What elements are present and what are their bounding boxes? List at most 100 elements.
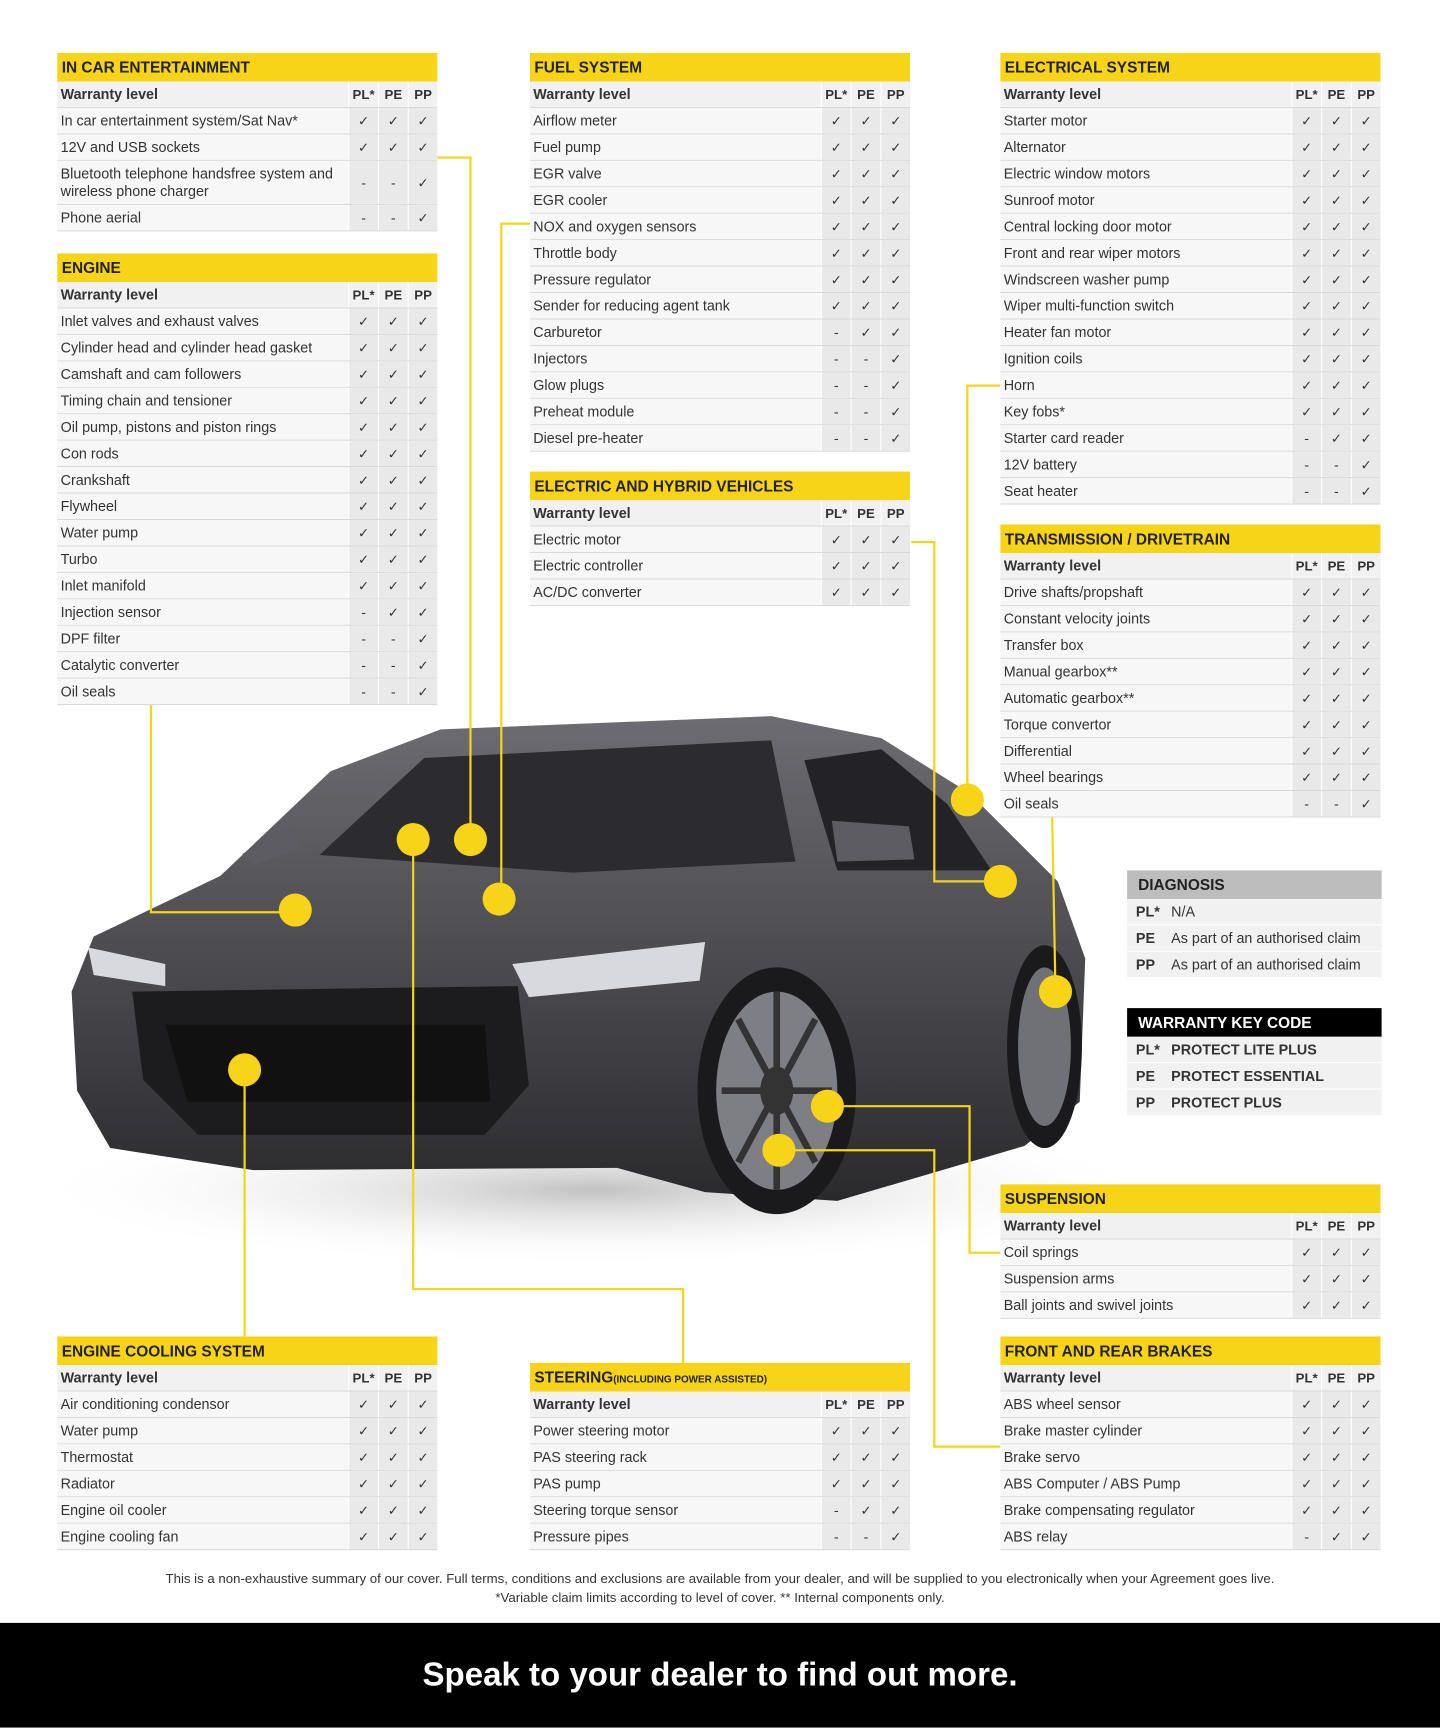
cover-cell: ✓ — [379, 546, 408, 572]
table-row: Timing chain and tensioner ✓ ✓ ✓ — [57, 387, 438, 415]
component-label: Power steering motor — [529, 1417, 821, 1444]
cover-cell: ✓ — [851, 107, 881, 134]
cover-cell: ✓ — [881, 526, 911, 552]
component-label: Sunroof motor — [1000, 187, 1292, 213]
section-title-bar: TRANSMISSION / DRIVETRAIN — [1000, 524, 1381, 554]
table-row: Front and rear wiper motors ✓ ✓ ✓ — [1000, 240, 1381, 267]
box-row: PL* N/A — [1127, 899, 1382, 926]
cover-cell: ✓ — [379, 387, 408, 414]
cover-cell: ✓ — [1322, 764, 1351, 790]
footnote: This is a non-exhaustive summary of our … — [0, 1570, 1440, 1607]
component-label: Electric controller — [529, 553, 821, 579]
component-label: AC/DC converter — [529, 579, 821, 605]
coverage-table: STEERING(INCLUDING POWER ASSISTED) Warran… — [529, 1362, 911, 1551]
section-title-bar: SUSPENSION — [1000, 1184, 1381, 1214]
table-row: Electric motor ✓ ✓ ✓ — [529, 526, 911, 554]
cover-cell: - — [851, 398, 881, 425]
header-row: Warranty level PL* PE PP — [1000, 1213, 1381, 1240]
cover-cell: ✓ — [821, 553, 851, 579]
header-label: Warranty level — [1000, 1365, 1292, 1391]
cover-cell: ✓ — [408, 204, 438, 231]
section-title-bar: IN CAR ENTERTAINMENT — [57, 52, 438, 82]
coverage-table: FRONT AND REAR BRAKES Warranty level PL* PE… — [1000, 1336, 1381, 1551]
table-row: Injectors - - ✓ — [529, 345, 911, 373]
table-row: Oil pump, pistons and piston rings ✓ ✓ ✓ — [57, 414, 438, 441]
cover-cell: ✓ — [881, 1523, 911, 1550]
cover-cell: ✓ — [1322, 632, 1351, 658]
cover-cell: ✓ — [349, 467, 378, 493]
component-label: 12V and USB sockets — [57, 134, 349, 160]
header-label: Warranty level — [1000, 1213, 1292, 1239]
table-row: ABS Computer / ABS Pump ✓ ✓ ✓ — [1000, 1470, 1381, 1498]
cover-cell: ✓ — [821, 293, 851, 319]
header-cell: PP — [881, 500, 911, 526]
header-cell: PE — [379, 282, 408, 308]
component-label: Central locking door motor — [1000, 213, 1292, 240]
cover-cell: ✓ — [1292, 658, 1322, 685]
description: PROTECT ESSENTIAL — [1171, 1067, 1324, 1085]
cover-cell: ✓ — [1292, 1239, 1322, 1265]
cover-cell: ✓ — [408, 1417, 438, 1444]
cover-cell: - — [1322, 791, 1351, 817]
cover-cell: ✓ — [1351, 658, 1381, 685]
component-label: EGR cooler — [529, 187, 821, 213]
cover-cell: ✓ — [408, 414, 438, 440]
cover-cell: - — [1292, 791, 1322, 817]
cover-cell: ✓ — [1322, 293, 1351, 319]
cover-cell: ✓ — [821, 213, 851, 240]
header-cell: PL* — [1292, 81, 1322, 107]
cover-cell: ✓ — [1322, 1470, 1351, 1497]
cover-cell: ✓ — [1351, 293, 1381, 319]
banner-text: Speak to your dealer to find out more. — [422, 1656, 1018, 1693]
table-row: Sunroof motor ✓ ✓ ✓ — [1000, 187, 1381, 214]
component-label: Automatic gearbox** — [1000, 685, 1292, 711]
cover-cell: ✓ — [1351, 1497, 1381, 1523]
cover-cell: ✓ — [1351, 478, 1381, 504]
table-row: Engine cooling fan ✓ ✓ ✓ — [57, 1523, 438, 1551]
table-row: Fuel pump ✓ ✓ ✓ — [529, 134, 911, 161]
cover-cell: - — [851, 345, 881, 372]
cover-cell: ✓ — [379, 134, 408, 160]
cover-cell: ✓ — [1322, 711, 1351, 738]
component-label: Carburetor — [529, 319, 821, 345]
cover-cell: ✓ — [1322, 685, 1351, 711]
table-row: Inlet valves and exhaust valves ✓ ✓ ✓ — [57, 308, 438, 335]
component-label: Brake master cylinder — [1000, 1417, 1292, 1444]
cover-cell: ✓ — [1351, 738, 1381, 764]
cover-cell: ✓ — [821, 266, 851, 292]
header-cell: PE — [1322, 553, 1351, 579]
component-label: Inlet valves and exhaust valves — [57, 308, 349, 334]
box-title: DIAGNOSIS — [1127, 870, 1382, 900]
cover-cell: - — [821, 1523, 851, 1550]
coverage-table: SUSPENSION Warranty level PL* PE PP Coil spri… — [1000, 1184, 1381, 1319]
code: PL* — [1135, 903, 1160, 920]
code: PL* — [1135, 1041, 1160, 1058]
component-label: Brake compensating regulator — [1000, 1497, 1292, 1523]
section-title-bar: STEERING(INCLUDING POWER ASSISTED) — [529, 1362, 911, 1392]
cover-cell: - — [821, 372, 851, 398]
table-row: Brake servo ✓ ✓ ✓ — [1000, 1444, 1381, 1471]
header-cell: PL* — [349, 1365, 378, 1391]
cover-cell: ✓ — [408, 467, 438, 493]
table-row: Radiator ✓ ✓ ✓ — [57, 1470, 438, 1498]
component-label: Steering torque sensor — [529, 1497, 821, 1523]
component-label: Brake servo — [1000, 1444, 1292, 1470]
header-label: Warranty level — [529, 500, 821, 526]
header-cell: PE — [851, 81, 881, 107]
cover-cell: ✓ — [1322, 398, 1351, 425]
cover-cell: ✓ — [881, 372, 911, 398]
cover-cell: ✓ — [408, 160, 438, 204]
cover-cell: ✓ — [349, 414, 378, 440]
header-row: Warranty level PL* PE PP — [1000, 1365, 1381, 1392]
cover-cell: ✓ — [408, 387, 438, 414]
cover-cell: ✓ — [1322, 1444, 1351, 1470]
component-label: Catalytic converter — [57, 652, 349, 678]
table-row: Phone aerial - - ✓ — [57, 204, 438, 232]
cover-cell: - — [379, 678, 408, 705]
cover-cell: ✓ — [408, 334, 438, 361]
component-label: Diesel pre-heater — [529, 425, 821, 451]
table-row: Con rods ✓ ✓ ✓ — [57, 440, 438, 468]
cover-cell: ✓ — [821, 579, 851, 605]
component-label: PAS steering rack — [529, 1444, 821, 1470]
